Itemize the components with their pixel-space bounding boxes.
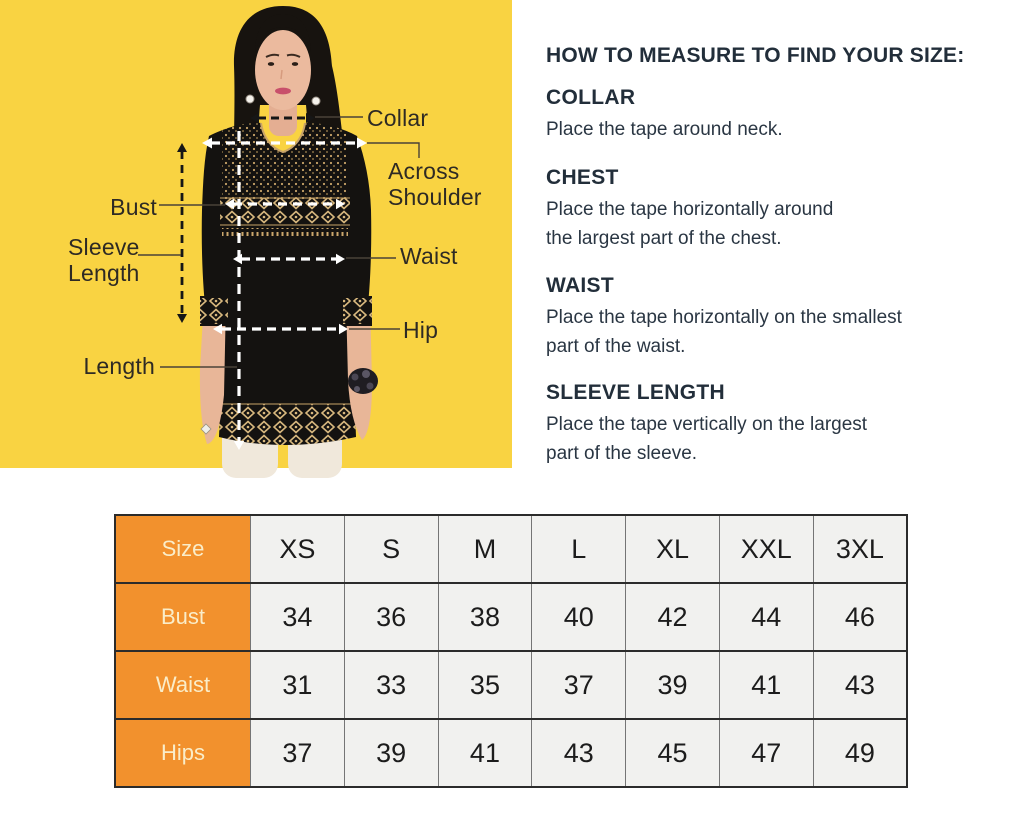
size-value-cell: M xyxy=(437,515,532,583)
bracelet xyxy=(348,368,378,394)
size-value-cell: 44 xyxy=(718,582,814,651)
row-header-cell: Hips xyxy=(115,718,251,787)
section-text: Place the tape horizontally around the l… xyxy=(546,199,834,249)
instruction-section-waist: WAIST Place the tape horizontally on the… xyxy=(546,274,986,361)
sleeve-length-label: Sleeve Length xyxy=(68,234,140,286)
size-value-cell: 33 xyxy=(343,650,439,719)
size-value-cell: XS xyxy=(250,515,345,583)
length-label: Length xyxy=(83,353,155,379)
sleeve-length-measure-line xyxy=(177,143,187,323)
section-title: SLEEVE LENGTH xyxy=(546,381,725,404)
size-chart-table: Size XS S M L XL XXL 3XL Bust 34 36 38 40 42 44 46 Waist… xyxy=(114,514,908,788)
section-title: CHEST xyxy=(546,166,619,189)
size-value-cell: 39 xyxy=(343,718,439,787)
section-title: COLLAR xyxy=(546,86,636,109)
size-value-cell: 46 xyxy=(812,582,907,651)
row-header-cell: Size xyxy=(115,515,251,583)
table-row: Size XS S M L XL XXL 3XL xyxy=(115,515,907,583)
instruction-section-collar: COLLAR Place the tape around neck. xyxy=(546,86,986,144)
size-value-cell: S xyxy=(343,515,439,583)
table-row: Bust 34 36 38 40 42 44 46 xyxy=(115,582,907,651)
row-header-cell: Bust xyxy=(115,582,251,651)
size-value-cell: 45 xyxy=(625,718,720,787)
length-measure-line xyxy=(233,131,245,450)
bust-label: Bust xyxy=(110,194,157,220)
size-value-cell: 41 xyxy=(437,718,532,787)
table-row: Hips 37 39 41 43 45 47 49 xyxy=(115,718,907,787)
size-value-cell: 43 xyxy=(812,650,907,719)
waist-label: Waist xyxy=(400,243,458,269)
section-text: Place the tape around neck. xyxy=(546,119,783,140)
size-value-cell: 37 xyxy=(250,718,345,787)
instruction-section-chest: CHEST Place the tape horizontally around… xyxy=(546,166,986,253)
collar-label: Collar xyxy=(367,105,429,131)
measure-instructions: HOW TO MEASURE TO FIND YOUR SIZE: COLLAR… xyxy=(546,0,986,480)
size-value-cell: 36 xyxy=(343,582,439,651)
table-row: Waist 31 33 35 37 39 41 43 xyxy=(115,650,907,719)
row-header-cell: Waist xyxy=(115,650,251,719)
bust-measure-line xyxy=(225,198,345,210)
size-value-cell: 39 xyxy=(625,650,720,719)
label-connectors xyxy=(138,116,420,368)
size-value-cell: 38 xyxy=(437,582,532,651)
collar-measure-line xyxy=(250,113,315,123)
model-photo xyxy=(0,0,512,478)
size-value-cell: 47 xyxy=(718,718,814,787)
size-value-cell: XXL xyxy=(718,515,814,583)
size-value-cell: 43 xyxy=(531,718,626,787)
size-value-cell: 42 xyxy=(625,582,720,651)
measurement-diagram: Collar Across Shoulder Bust Sleeve Lengt… xyxy=(0,0,512,480)
section-text: Place the tape horizontally on the small… xyxy=(546,307,902,357)
size-value-cell: 35 xyxy=(437,650,532,719)
size-value-cell: 37 xyxy=(531,650,626,719)
hip-label: Hip xyxy=(403,317,439,343)
across-shoulder-measure-line xyxy=(202,137,367,149)
size-value-cell: 31 xyxy=(250,650,345,719)
size-value-cell: 41 xyxy=(718,650,814,719)
instructions-heading: HOW TO MEASURE TO FIND YOUR SIZE: xyxy=(546,44,965,67)
size-table-body: Size XS S M L XL XXL 3XL Bust 34 36 38 40 42 44 46 Waist… xyxy=(115,515,907,787)
size-value-cell: 49 xyxy=(812,718,907,787)
section-text: Place the tape vertically on the largest… xyxy=(546,414,868,464)
size-value-cell: 40 xyxy=(531,582,626,651)
size-value-cell: XL xyxy=(625,515,720,583)
size-value-cell: 3XL xyxy=(812,515,907,583)
hip-measure-line xyxy=(213,323,348,335)
across-shoulder-label: Across Shoulder xyxy=(388,158,482,210)
section-title: WAIST xyxy=(546,274,614,297)
size-value-cell: L xyxy=(531,515,626,583)
instruction-section-sleeve-length: SLEEVE LENGTH Place the tape vertically … xyxy=(546,381,986,468)
size-value-cell: 34 xyxy=(250,582,345,651)
